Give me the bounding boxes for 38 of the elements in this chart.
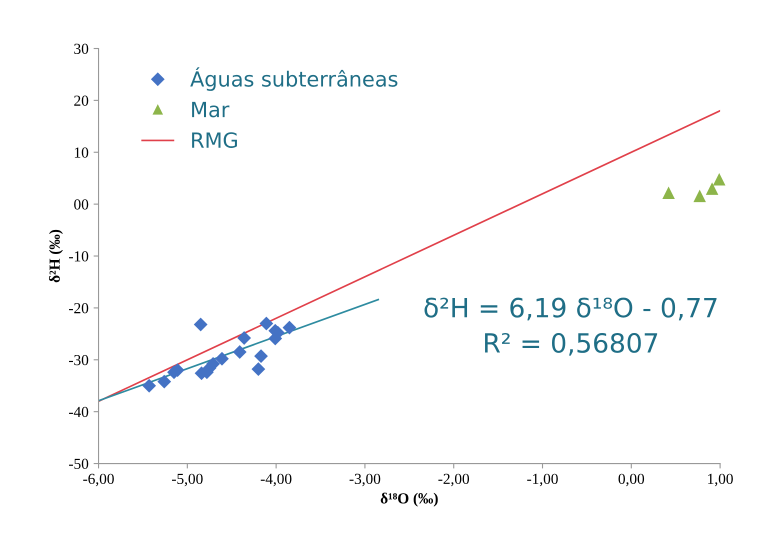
point xyxy=(254,349,268,364)
legend-label: RMG xyxy=(192,132,237,148)
y-tick-label: -30 xyxy=(69,354,88,366)
point xyxy=(282,320,296,334)
x-axis-title: δ¹⁸O (‰) xyxy=(380,492,438,507)
x-tick-label: -4,00 xyxy=(260,474,292,486)
y-tick-label: -50 xyxy=(69,458,88,469)
x-tick-label: -6,00 xyxy=(83,474,114,486)
y-axis-title: δ²H (‰) xyxy=(48,230,63,282)
x-tick-label: 1,00 xyxy=(708,474,733,486)
point xyxy=(259,316,274,330)
y-tick-label: 20 xyxy=(74,96,88,106)
point xyxy=(662,186,675,199)
annotation: R² = 0,56807 xyxy=(485,332,658,356)
point xyxy=(251,362,266,376)
x-tick-label: -5,00 xyxy=(172,474,203,486)
legend-label: Águas subterrâneas xyxy=(190,67,398,91)
point xyxy=(706,182,718,195)
annotation: δ²H = 6,19 δ¹⁸O - 0,77 xyxy=(424,298,717,320)
point xyxy=(693,190,706,202)
y-tick-label: 10 xyxy=(74,147,88,158)
y-tick-label: 00 xyxy=(74,199,88,210)
point xyxy=(232,345,247,359)
x-tick-label: -2,00 xyxy=(438,474,470,486)
point xyxy=(237,331,252,345)
y-tick-label: -10 xyxy=(69,251,88,262)
x-tick-label: 0,00 xyxy=(618,474,644,486)
point xyxy=(194,318,208,332)
point xyxy=(712,172,726,186)
y-tick-label: 30 xyxy=(74,44,88,54)
point xyxy=(157,374,172,388)
x-tick-label: -1,00 xyxy=(527,474,558,486)
legend-label: Mar xyxy=(192,102,230,118)
point xyxy=(215,352,229,366)
y-tick-label: -40 xyxy=(69,406,88,418)
x-tick-label: -3,00 xyxy=(350,474,380,486)
y-tick-label: -20 xyxy=(69,303,88,314)
point xyxy=(142,378,156,393)
